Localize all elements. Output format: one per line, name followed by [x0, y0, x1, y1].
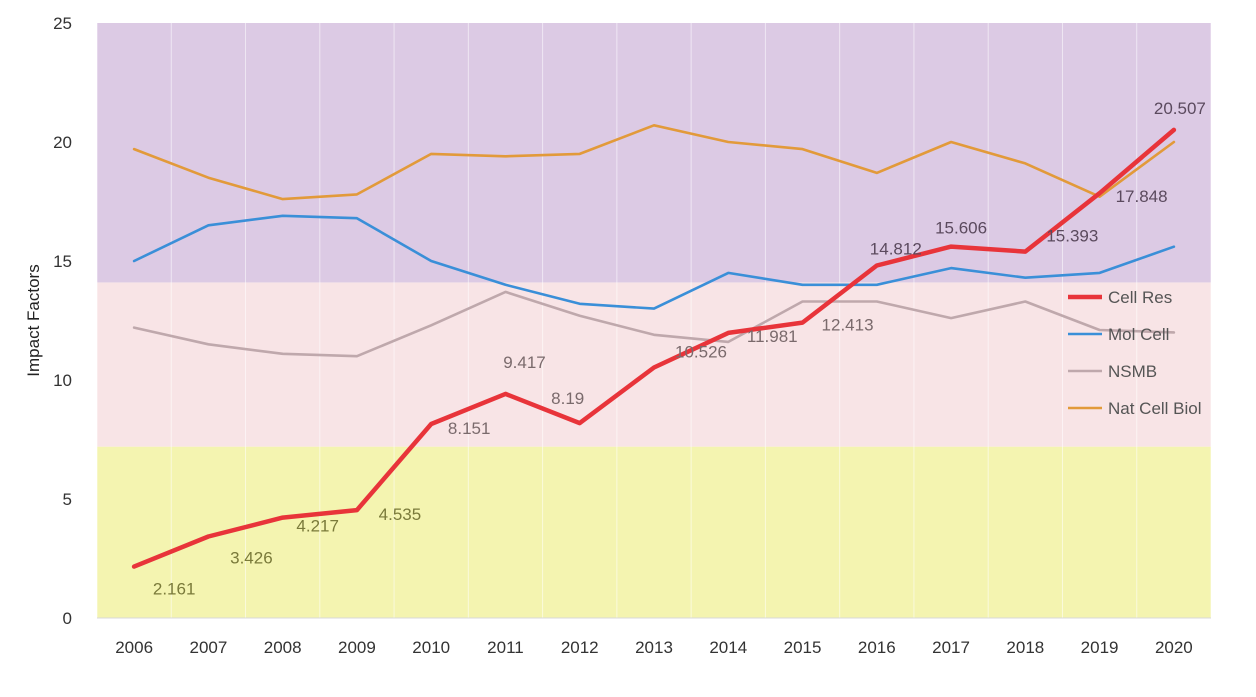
x-tick-label: 2009	[338, 638, 376, 657]
x-tick-label: 2007	[189, 638, 227, 657]
data-label: 8.19	[551, 389, 584, 408]
x-tick-label: 2015	[784, 638, 822, 657]
band-0	[97, 446, 1211, 618]
data-label: 4.217	[296, 517, 339, 536]
band-2	[97, 23, 1211, 283]
data-label: 8.151	[448, 419, 491, 438]
data-label: 14.812	[870, 239, 922, 258]
series-line-nat-cell-biol	[132, 124, 1176, 201]
y-axis-tick-labels: 0 5 10 15 20 25	[53, 14, 72, 628]
series-line-nsmb	[132, 290, 1176, 358]
data-label: 9.417	[503, 353, 546, 372]
y-tick-label: 5	[63, 490, 72, 509]
x-tick-label: 2006	[115, 638, 153, 657]
x-tick-label: 2012	[561, 638, 599, 657]
x-tick-label: 2017	[932, 638, 970, 657]
y-tick-label: 10	[53, 371, 72, 390]
legend-entry: Nat Cell Biol	[1108, 399, 1202, 418]
x-tick-label: 2016	[858, 638, 896, 657]
series-lines	[131, 124, 1177, 569]
x-tick-label: 2014	[709, 638, 747, 657]
x-tick-label: 2018	[1006, 638, 1044, 657]
data-labels: 2.161 3.426 4.217 4.535 8.151 9.417 8.19 10.526…	[153, 99, 1206, 599]
x-tick-label: 2020	[1155, 638, 1193, 657]
legend-entry: NSMB	[1108, 362, 1157, 381]
y-tick-label: 15	[53, 252, 72, 271]
band-1	[97, 282, 1211, 447]
x-tick-label: 2008	[264, 638, 302, 657]
x-tick-label: 2010	[412, 638, 450, 657]
series-line-mol-cell	[132, 214, 1176, 310]
y-tick-label: 0	[63, 609, 72, 628]
data-label: 15.606	[935, 219, 987, 238]
vertical-gridlines	[96, 23, 1212, 619]
x-tick-label: 2011	[487, 638, 524, 657]
data-label: 4.535	[379, 505, 422, 524]
background-bands	[97, 23, 1211, 618]
legend-entry: Mol Cell	[1108, 325, 1169, 344]
data-label: 17.848	[1116, 187, 1168, 206]
data-label: 15.393	[1046, 227, 1098, 246]
x-tick-label: 2019	[1081, 638, 1119, 657]
y-axis-label: Impact Factors	[24, 264, 43, 376]
y-tick-label: 25	[53, 14, 72, 33]
data-label: 10.526	[675, 342, 727, 361]
legend: Cell Res Mol Cell NSMB Nat Cell Biol	[1068, 288, 1202, 418]
data-label: 11.981	[747, 327, 798, 346]
series-line-cell-res	[131, 127, 1177, 569]
x-tick-label: 2013	[635, 638, 673, 657]
y-tick-label: 20	[53, 133, 72, 152]
data-label: 3.426	[230, 548, 273, 567]
legend-entry: Cell Res	[1108, 288, 1172, 307]
x-axis-tick-labels: 2006 2007 2008 2009 2010 2011 2012 2013 2014 2015…	[115, 638, 1193, 657]
data-label: 20.507	[1154, 99, 1206, 118]
data-label: 2.161	[153, 580, 196, 599]
data-label: 12.413	[822, 316, 874, 335]
